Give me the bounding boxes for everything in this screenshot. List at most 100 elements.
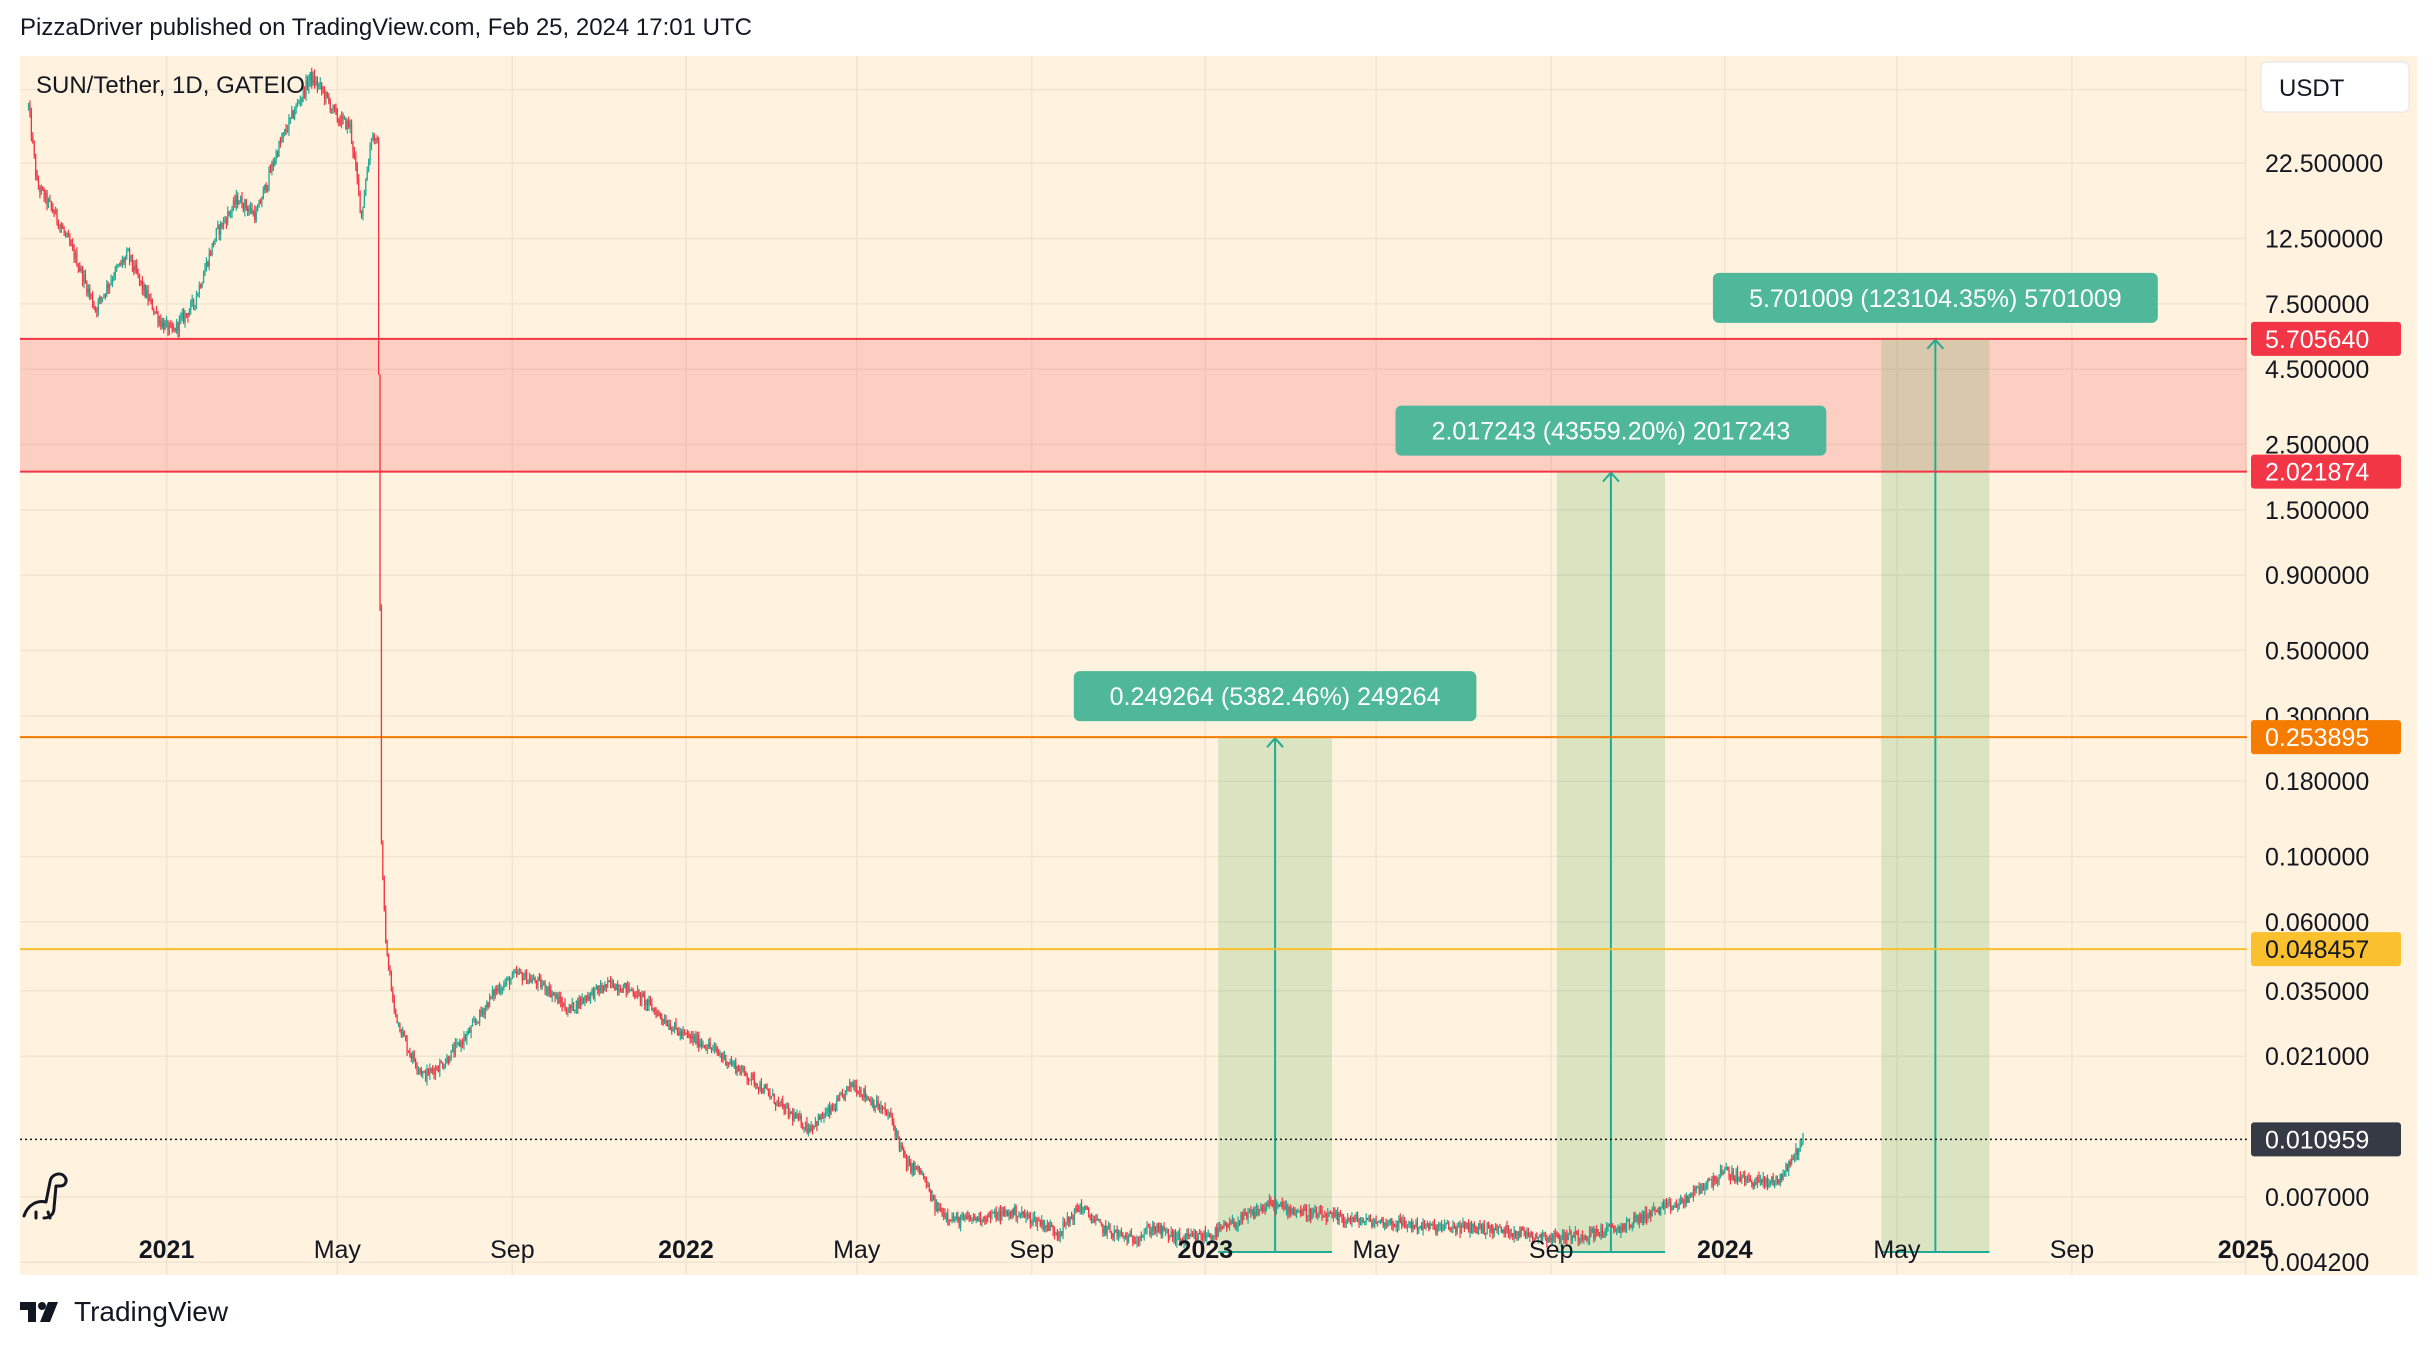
- candle-body: [1117, 1232, 1120, 1236]
- candle-body: [1177, 1233, 1179, 1235]
- candle-body: [646, 1000, 649, 1006]
- candle-body: [1432, 1223, 1434, 1225]
- candle-body: [591, 989, 593, 993]
- candle-body: [491, 990, 494, 997]
- candle-body: [1782, 1174, 1784, 1181]
- candle-body: [1154, 1230, 1157, 1233]
- candle-body: [901, 1145, 903, 1148]
- symbol-title: SUN/Tether, 1D, GATEIO: [36, 72, 305, 99]
- candle-body: [523, 977, 525, 981]
- tradingview-brand[interactable]: TradingView: [74, 1296, 229, 1327]
- candle-body: [1297, 1211, 1299, 1213]
- candle-body: [111, 279, 114, 281]
- publisher-header: PizzaDriver published on TradingView.com…: [20, 14, 752, 41]
- candle-body: [1583, 1236, 1585, 1240]
- candle-body: [284, 129, 286, 133]
- candle-body: [836, 1098, 838, 1111]
- horizontal-levels[interactable]: [20, 337, 2247, 1141]
- candle-body: [1191, 1233, 1194, 1237]
- candle-body: [517, 971, 519, 975]
- candle-body: [1476, 1227, 1478, 1234]
- candle-body: [1601, 1226, 1603, 1237]
- candle-body: [466, 1034, 468, 1040]
- candle-body: [1361, 1220, 1363, 1223]
- currency-button[interactable]: USDT: [2260, 61, 2410, 113]
- candle-body: [521, 973, 523, 981]
- candle-body: [1167, 1230, 1169, 1238]
- candle-body: [696, 1035, 698, 1044]
- candle-body: [651, 1003, 653, 1011]
- candle-body: [632, 990, 634, 995]
- currency-button-box[interactable]: [2260, 61, 2410, 113]
- candle-body: [1085, 1207, 1087, 1209]
- candle-body: [1008, 1211, 1010, 1216]
- candle-body: [1480, 1228, 1483, 1234]
- candle-body: [1492, 1225, 1494, 1234]
- candle-body: [1781, 1173, 1783, 1181]
- candle-body: [422, 1071, 424, 1075]
- candle-body: [301, 97, 303, 102]
- candle-body: [1005, 1211, 1007, 1214]
- candle-body: [1335, 1212, 1337, 1217]
- candle-body: [397, 1022, 400, 1024]
- candle-body: [1448, 1222, 1450, 1229]
- candle-body: [1603, 1235, 1605, 1237]
- candle-body: [969, 1218, 972, 1221]
- candle-body: [1263, 1207, 1265, 1211]
- candle-body: [776, 1100, 778, 1106]
- candle-body: [188, 310, 190, 317]
- measure-label-text: 0.249264 (5382.46%) 249264: [1110, 683, 1441, 711]
- candle-body: [83, 275, 85, 282]
- candle-body: [800, 1115, 802, 1127]
- candle-body: [507, 978, 509, 980]
- candle-body: [1641, 1214, 1643, 1222]
- candle-body: [1635, 1215, 1638, 1219]
- candlestick-series[interactable]: [27, 67, 1804, 1249]
- candle-body: [463, 1036, 465, 1045]
- candle-body: [473, 1021, 475, 1023]
- currency-label[interactable]: USDT: [2279, 75, 2345, 102]
- candle-body: [1439, 1224, 1441, 1226]
- candle-body: [459, 1042, 461, 1047]
- candle-body: [148, 298, 151, 301]
- candle-body: [992, 1212, 994, 1214]
- candle-body: [1793, 1156, 1796, 1160]
- candle-body: [440, 1062, 442, 1064]
- candle-body: [84, 275, 87, 282]
- candle-body: [432, 1069, 434, 1071]
- measurement-tools[interactable]: [1218, 338, 1990, 1253]
- candle-body: [1459, 1225, 1461, 1234]
- candle-body: [762, 1091, 764, 1093]
- candle-body: [799, 1115, 801, 1118]
- candle-body: [1083, 1207, 1086, 1210]
- candle-body: [575, 1001, 577, 1011]
- candle-body: [1489, 1226, 1491, 1233]
- candle-body: [574, 1010, 576, 1012]
- candle-body: [1588, 1229, 1591, 1240]
- candle-body: [1065, 1222, 1067, 1226]
- candle-body: [1422, 1220, 1424, 1231]
- candle-body: [1318, 1210, 1320, 1214]
- candle-body: [1688, 1194, 1690, 1203]
- candle-body: [1731, 1171, 1733, 1180]
- candle-body: [1332, 1212, 1335, 1218]
- candle-body: [648, 999, 650, 1006]
- tradingview-footer[interactable]: TradingView: [20, 1296, 228, 1328]
- candle-body: [726, 1062, 728, 1065]
- candle-body: [709, 1043, 711, 1048]
- candle-body: [167, 320, 169, 332]
- candle-body: [1606, 1226, 1608, 1233]
- candle-body: [261, 199, 263, 204]
- candle-body: [978, 1213, 980, 1222]
- candle-body: [1200, 1233, 1202, 1238]
- candle-body: [699, 1043, 701, 1048]
- candle-body: [165, 320, 168, 323]
- candle-body: [628, 984, 630, 991]
- candle-body: [1365, 1217, 1367, 1222]
- candle-body: [79, 267, 81, 271]
- candle-body: [846, 1086, 848, 1091]
- time-axis[interactable]: 2021 May Sep 2022 May Sep 2023 May Sep 2024 May Sep…: [139, 1236, 2274, 1264]
- candle-body: [1021, 1211, 1023, 1215]
- candle-body: [656, 1012, 659, 1017]
